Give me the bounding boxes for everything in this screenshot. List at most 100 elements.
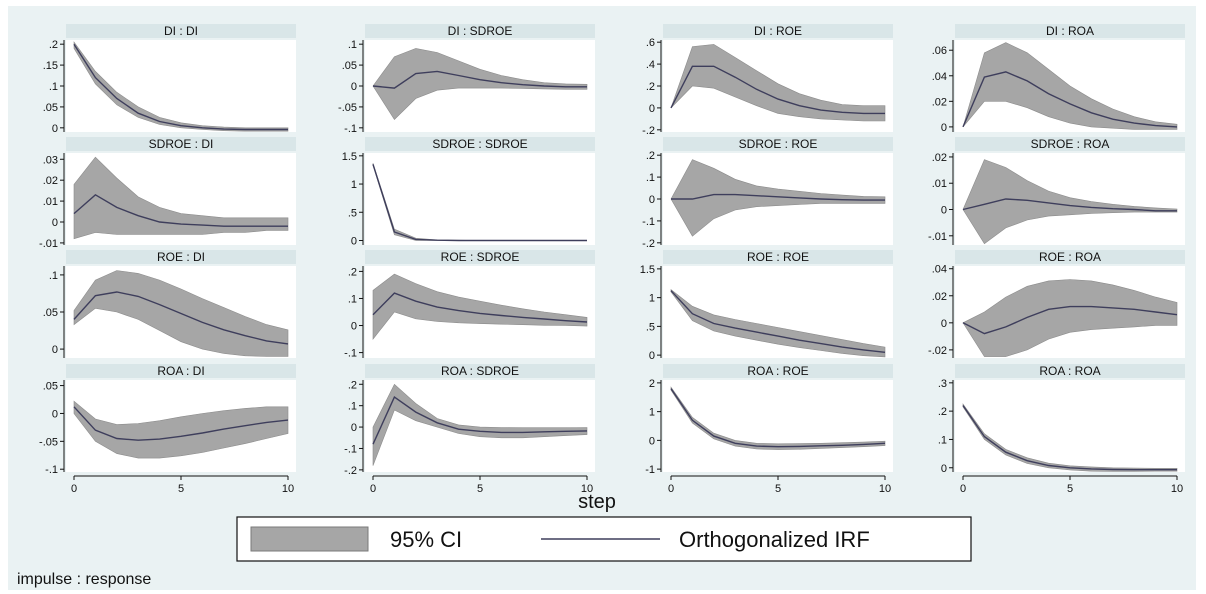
y-tick-label: 1 bbox=[649, 293, 655, 305]
irf-line bbox=[372, 70, 587, 89]
y-tick-label: 2 bbox=[649, 378, 655, 390]
y-tick-label: -.05 bbox=[338, 102, 357, 114]
y-tick-label: 0 bbox=[351, 235, 357, 247]
y-tick-label: -.1 bbox=[45, 464, 58, 476]
panel-title-strip bbox=[663, 364, 893, 378]
y-tick-label: -.2 bbox=[642, 238, 655, 250]
y-tick-label: .02 bbox=[932, 96, 947, 108]
panel-title-strip bbox=[955, 24, 1185, 38]
y-tick-label: -.02 bbox=[928, 345, 947, 357]
y-tick-label: .1 bbox=[49, 81, 58, 93]
y-tick-label: .6 bbox=[646, 37, 655, 49]
y-tick-label: .4 bbox=[646, 59, 655, 71]
y-tick-label: 0 bbox=[941, 318, 947, 330]
panel-title-strip bbox=[365, 364, 595, 378]
panel-title-strip bbox=[365, 24, 595, 38]
x-tick-label: 0 bbox=[370, 483, 376, 495]
ci-band bbox=[73, 400, 289, 459]
panel-title: ROE : ROE bbox=[747, 250, 809, 264]
panel-roe-roa: ROE : ROA .04 .02 0 -.02 bbox=[928, 250, 1185, 358]
y-tick-label: .2 bbox=[49, 39, 58, 51]
panel-title-strip bbox=[66, 24, 296, 38]
y-tick-label: .1 bbox=[938, 434, 947, 446]
panel-roa-sdroe: ROA : SDROE .2 .1 0 -.1 -.2 0 5 10 bbox=[344, 364, 595, 495]
ci-band bbox=[73, 156, 289, 240]
panel-title-strip bbox=[365, 137, 595, 151]
y-tick-label: -.2 bbox=[642, 125, 655, 137]
panel-title: DI : ROE bbox=[754, 24, 802, 38]
x-tick-label: 5 bbox=[1067, 483, 1073, 495]
panel-title: ROA : SDROE bbox=[441, 364, 519, 378]
legend-ci-swatch bbox=[250, 526, 369, 552]
x-tick-label: 10 bbox=[1171, 483, 1183, 495]
y-tick-label: 0 bbox=[649, 194, 655, 206]
panel-sdroe-di: SDROE : DI .03 .02 .01 0 -.01 bbox=[39, 137, 296, 250]
panel-title: ROE : DI bbox=[157, 250, 205, 264]
y-tick-label: 1 bbox=[351, 179, 357, 191]
panel-roe-sdroe: ROE : SDROE .2 .1 0 -.1 bbox=[344, 250, 595, 360]
legend-ci-label: 95% CI bbox=[390, 527, 462, 552]
panel-di-di: DI : DI .2 .15 .1 .05 0 bbox=[43, 24, 296, 135]
irf-line bbox=[372, 292, 588, 323]
y-tick-label: .2 bbox=[938, 406, 947, 418]
x-tick-label: 10 bbox=[282, 483, 294, 495]
irf-line bbox=[73, 291, 289, 345]
panel-sdroe-roa: SDROE : ROA .02 .01 0 -.01 bbox=[928, 137, 1185, 245]
y-tick-label: 0 bbox=[649, 350, 655, 362]
y-tick-label: .02 bbox=[43, 175, 58, 187]
y-tick-label: .1 bbox=[646, 172, 655, 184]
ci-band bbox=[962, 403, 1178, 472]
panel-title: DI : ROA bbox=[1046, 24, 1094, 38]
irf-line bbox=[372, 164, 587, 242]
x-axis-label: step bbox=[578, 491, 616, 513]
panel-title: ROE : ROA bbox=[1039, 250, 1101, 264]
panel-title: ROE : SDROE bbox=[441, 250, 520, 264]
y-tick-label: .01 bbox=[43, 196, 58, 208]
panel-title: ROA : ROE bbox=[747, 364, 808, 378]
y-tick-label: 0 bbox=[52, 217, 58, 229]
panel-title: SDROE : ROE bbox=[739, 137, 818, 151]
y-tick-label: 0 bbox=[351, 81, 357, 93]
panel-di-roe: DI : ROE .6 .4 .2 0 -.2 bbox=[642, 24, 893, 137]
panel-title: ROA : DI bbox=[157, 364, 204, 378]
y-tick-label: .05 bbox=[43, 307, 58, 319]
x-tick-label: 5 bbox=[178, 483, 184, 495]
y-tick-label: .02 bbox=[932, 291, 947, 303]
panel-di-sdroe: DI : SDROE .1 .05 0 -.05 -.1 bbox=[338, 24, 595, 135]
y-tick-label: .15 bbox=[43, 60, 58, 72]
y-tick-label: -.01 bbox=[39, 238, 58, 250]
y-tick-label: -.1 bbox=[344, 123, 357, 135]
x-tick-label: 10 bbox=[879, 483, 891, 495]
y-tick-label: -.1 bbox=[642, 216, 655, 228]
y-tick-label: .05 bbox=[342, 60, 357, 72]
ci-band bbox=[372, 273, 588, 340]
x-tick-label: 0 bbox=[71, 483, 77, 495]
y-tick-label: .04 bbox=[932, 71, 947, 83]
irf-line bbox=[962, 198, 1177, 212]
y-tick-label: 1.5 bbox=[342, 151, 357, 163]
y-tick-label: .03 bbox=[43, 154, 58, 166]
x-tick-label: 5 bbox=[477, 483, 483, 495]
panel-title-strip bbox=[955, 364, 1185, 378]
y-tick-label: .01 bbox=[932, 178, 947, 190]
panel-title-strip bbox=[955, 137, 1185, 151]
y-tick-label: 0 bbox=[52, 408, 58, 420]
panel-title-strip bbox=[66, 364, 296, 378]
irf-line bbox=[73, 406, 289, 441]
panel-sdroe-roe: SDROE : ROE .2 .1 0 -.1 -.2 bbox=[642, 137, 893, 250]
y-tick-label: -.1 bbox=[344, 443, 357, 455]
y-tick-label: .02 bbox=[932, 152, 947, 164]
y-tick-label: .3 bbox=[938, 378, 947, 390]
y-tick-label: 1 bbox=[649, 407, 655, 419]
panel-plot-area bbox=[955, 380, 1185, 472]
irf-line bbox=[670, 290, 886, 353]
panel-title: SDROE : SDROE bbox=[432, 137, 527, 151]
irf-line bbox=[962, 405, 1177, 471]
y-tick-label: .06 bbox=[932, 45, 947, 57]
ci-band bbox=[670, 386, 886, 450]
y-tick-label: .2 bbox=[646, 81, 655, 93]
y-tick-label: -.2 bbox=[344, 465, 357, 477]
y-tick-label: .1 bbox=[348, 293, 357, 305]
